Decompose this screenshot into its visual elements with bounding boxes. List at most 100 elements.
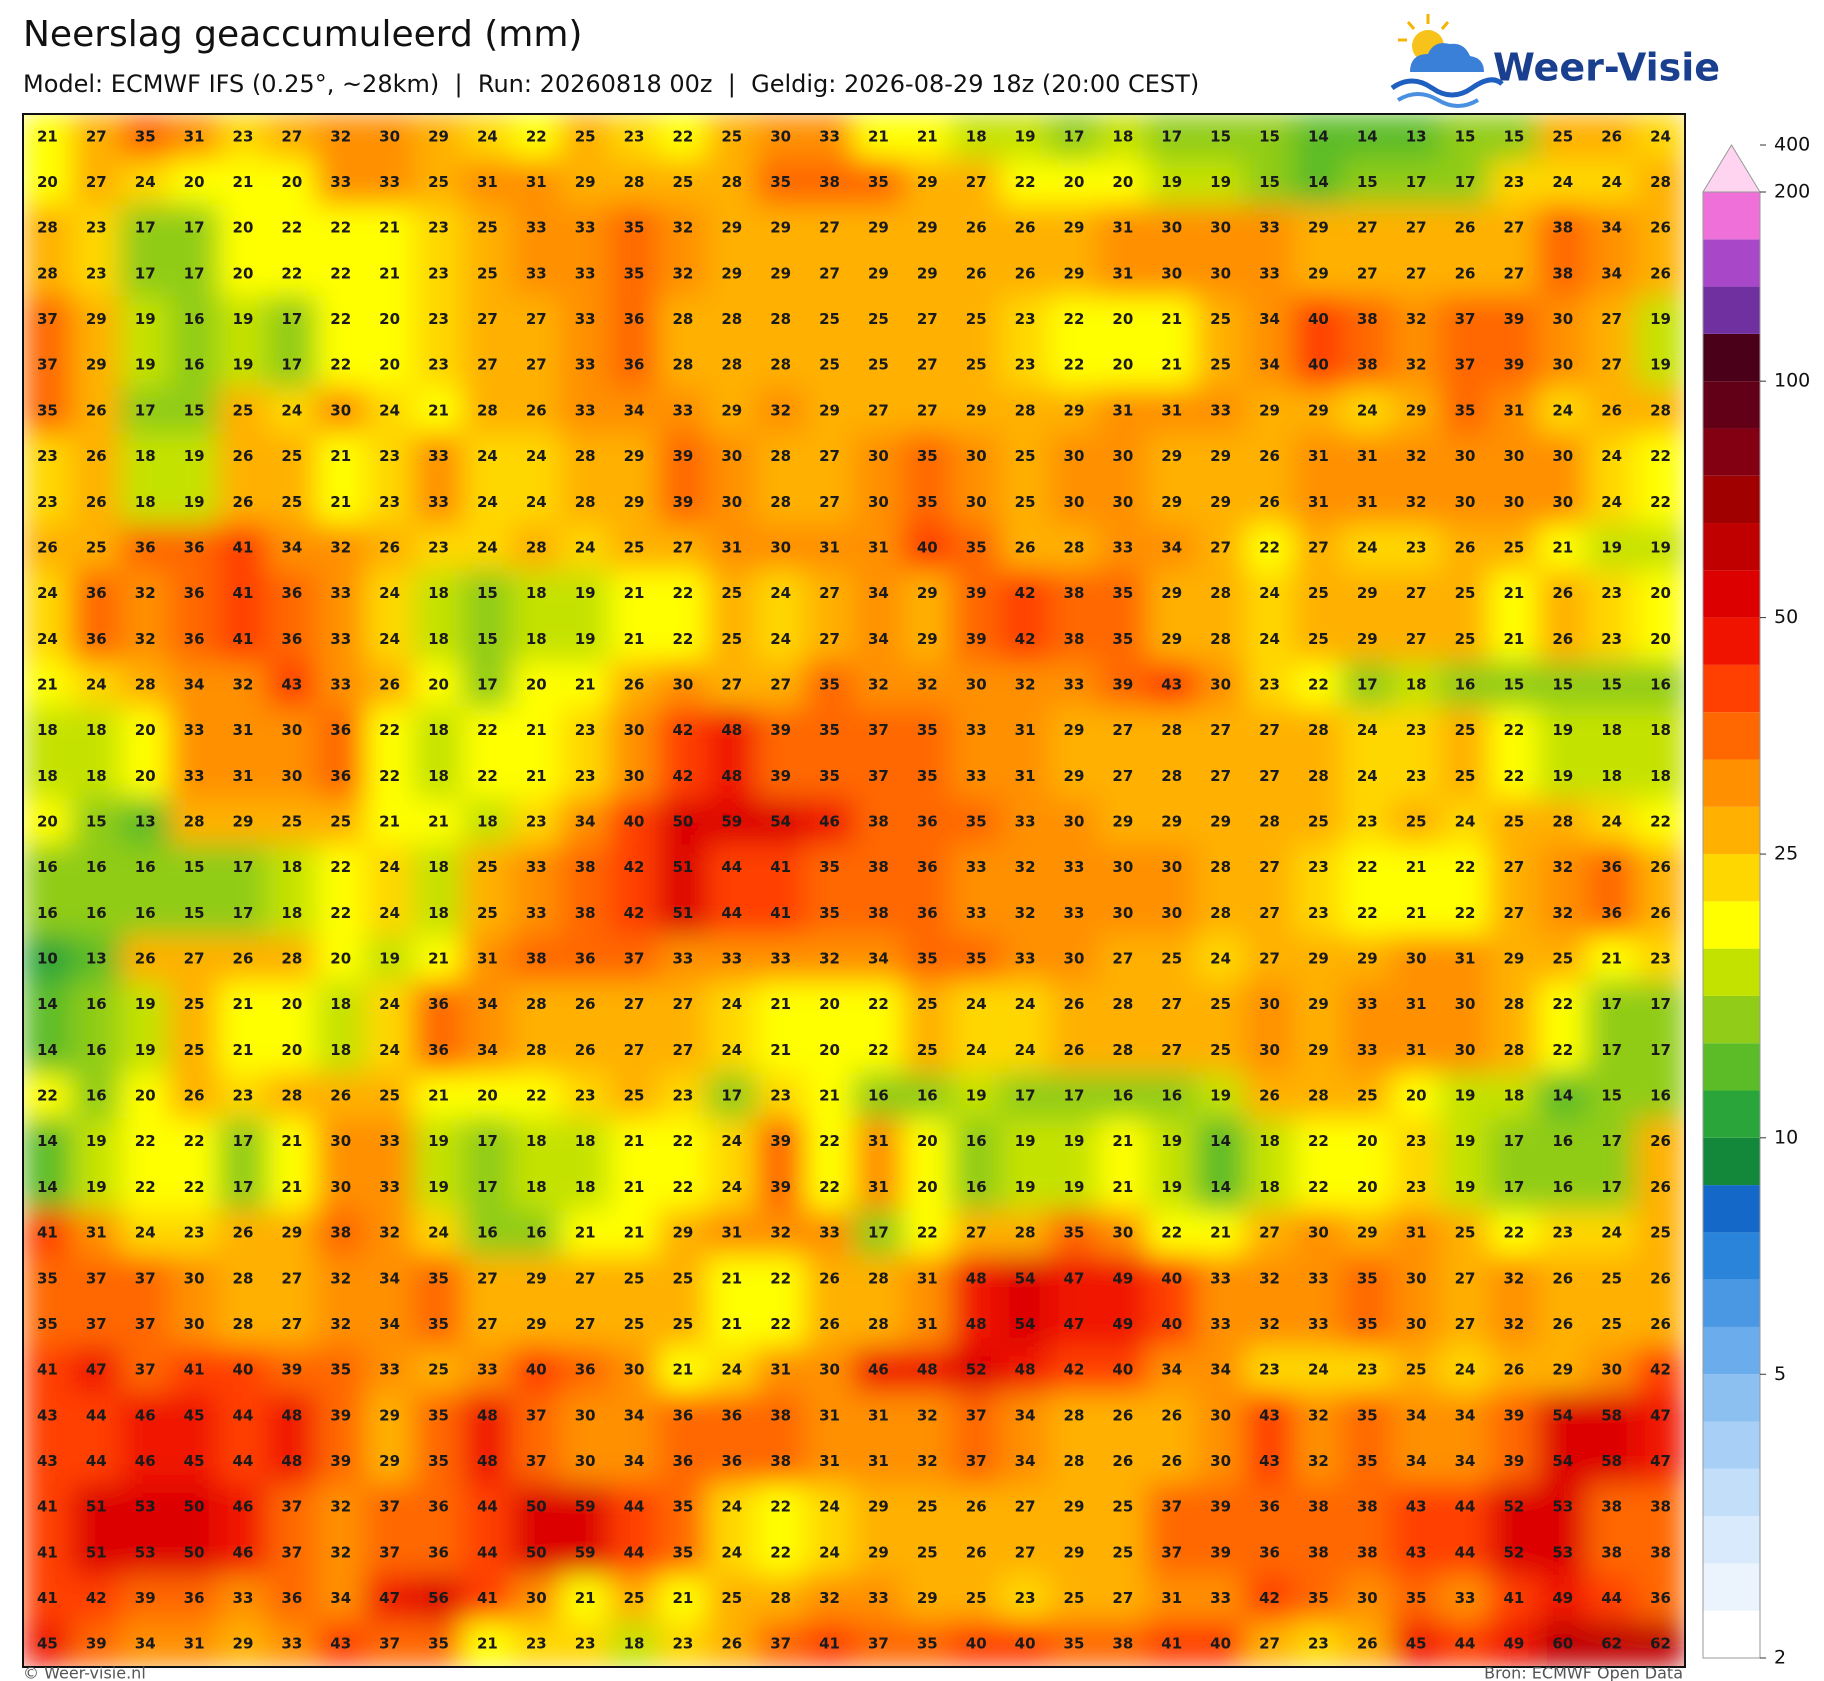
precip-value: 17 bbox=[135, 264, 156, 282]
precip-value: 48 bbox=[917, 1361, 938, 1379]
colorbar-band bbox=[1703, 1232, 1760, 1280]
precip-cell bbox=[1000, 1346, 1051, 1394]
precip-cell bbox=[755, 433, 806, 480]
precip-cell bbox=[462, 1346, 513, 1394]
precip-value: 18 bbox=[1650, 721, 1671, 739]
precip-cell bbox=[853, 935, 904, 983]
precip-value: 35 bbox=[428, 1406, 449, 1424]
precip-value: 33 bbox=[184, 721, 205, 739]
precip-value: 32 bbox=[330, 1269, 351, 1287]
precip-value: 24 bbox=[721, 1361, 742, 1379]
precip-cell bbox=[951, 433, 1002, 480]
precip-value: 29 bbox=[1161, 447, 1182, 465]
precip-cell bbox=[1342, 615, 1393, 663]
precip-value: 15 bbox=[1601, 1087, 1622, 1105]
precip-cell bbox=[1000, 433, 1051, 480]
precip-cell bbox=[1097, 1301, 1148, 1348]
precip-cell bbox=[511, 1209, 562, 1257]
precip-cell bbox=[1440, 1118, 1490, 1166]
precip-value: 32 bbox=[1015, 904, 1036, 922]
precip-value: 26 bbox=[1357, 1635, 1378, 1653]
precip-value: 36 bbox=[917, 904, 938, 922]
precip-cell bbox=[1146, 1027, 1197, 1074]
precip-cell bbox=[1195, 159, 1246, 206]
precip-cell bbox=[462, 981, 513, 1029]
precip-cell bbox=[755, 1438, 806, 1485]
precip-value: 24 bbox=[770, 584, 791, 602]
precip-value: 38 bbox=[575, 904, 596, 922]
precip-value: 21 bbox=[379, 812, 400, 830]
precip-cell bbox=[462, 433, 513, 480]
precip-cell bbox=[71, 204, 122, 252]
precip-value: 38 bbox=[526, 950, 547, 968]
precip-cell bbox=[1440, 844, 1490, 891]
precip-cell bbox=[462, 1438, 513, 1485]
precip-value: 15 bbox=[1357, 173, 1378, 191]
precip-cell bbox=[1488, 844, 1539, 891]
precip-cell bbox=[1635, 752, 1685, 800]
precip-value: 14 bbox=[1357, 127, 1378, 145]
precip-cell bbox=[1097, 1209, 1148, 1257]
precip-cell bbox=[462, 890, 513, 937]
precip-value: 33 bbox=[1308, 1269, 1329, 1287]
precip-cell bbox=[706, 1620, 757, 1667]
precip-cell bbox=[315, 1118, 366, 1166]
precip-cell bbox=[609, 1392, 659, 1440]
precip-cell bbox=[560, 524, 611, 572]
precip-cell bbox=[560, 935, 611, 983]
precip-value: 40 bbox=[1161, 1269, 1182, 1287]
precip-cell bbox=[1342, 1255, 1393, 1303]
precip-cell bbox=[1635, 250, 1685, 298]
precip-cell bbox=[1391, 1164, 1442, 1211]
precip-cell bbox=[951, 752, 1002, 800]
precip-cell bbox=[1342, 524, 1393, 572]
precip-cell bbox=[315, 752, 366, 800]
precip-value: 39 bbox=[770, 721, 791, 739]
precip-value: 31 bbox=[1161, 1589, 1182, 1607]
precip-value: 29 bbox=[868, 1498, 889, 1516]
precip-value: 30 bbox=[624, 767, 645, 785]
precip-value: 60 bbox=[1552, 1635, 1573, 1653]
precip-value: 16 bbox=[1112, 1087, 1133, 1105]
precip-value: 31 bbox=[868, 1132, 889, 1150]
precip-cell bbox=[609, 798, 659, 846]
precip-value: 29 bbox=[917, 264, 938, 282]
precip-value: 33 bbox=[1210, 1589, 1231, 1607]
precip-cell bbox=[169, 1164, 220, 1211]
precip-value: 23 bbox=[233, 127, 254, 145]
precip-cell bbox=[804, 1483, 855, 1531]
precip-cell bbox=[413, 1438, 464, 1485]
precip-cell bbox=[364, 387, 415, 435]
precip-cell bbox=[511, 250, 562, 298]
precip-cell bbox=[1391, 1255, 1442, 1303]
precip-value: 34 bbox=[1601, 264, 1622, 282]
precip-value: 28 bbox=[1210, 904, 1231, 922]
precip-value: 28 bbox=[233, 1269, 254, 1287]
precip-cell bbox=[462, 159, 513, 206]
precip-value: 27 bbox=[1015, 1543, 1036, 1561]
precip-value: 26 bbox=[624, 675, 645, 693]
precip-cell bbox=[266, 1529, 317, 1577]
precip-cell bbox=[1440, 707, 1490, 754]
precip-value: 35 bbox=[37, 1315, 58, 1333]
precip-value: 21 bbox=[330, 447, 351, 465]
precip-value: 25 bbox=[86, 538, 107, 556]
map-field bbox=[23, 114, 1685, 1667]
precip-value: 23 bbox=[1015, 356, 1036, 374]
precip-cell bbox=[1440, 1027, 1490, 1074]
precip-cell bbox=[560, 570, 611, 617]
precip-value: 28 bbox=[575, 493, 596, 511]
precip-value: 44 bbox=[233, 1452, 254, 1470]
precip-value: 36 bbox=[1259, 1543, 1280, 1561]
precip-value: 14 bbox=[1210, 1132, 1231, 1150]
precip-cell bbox=[169, 250, 220, 298]
precip-value: 21 bbox=[1112, 1178, 1133, 1196]
precip-value: 38 bbox=[1112, 1635, 1133, 1653]
colorbar-band bbox=[1703, 1563, 1760, 1611]
precip-value: 30 bbox=[1064, 447, 1085, 465]
precip-cell bbox=[1537, 1438, 1588, 1485]
precip-cell bbox=[804, 478, 855, 526]
precip-value: 32 bbox=[1406, 447, 1427, 465]
precip-value: 27 bbox=[1357, 219, 1378, 237]
precip-value: 21 bbox=[1406, 858, 1427, 876]
